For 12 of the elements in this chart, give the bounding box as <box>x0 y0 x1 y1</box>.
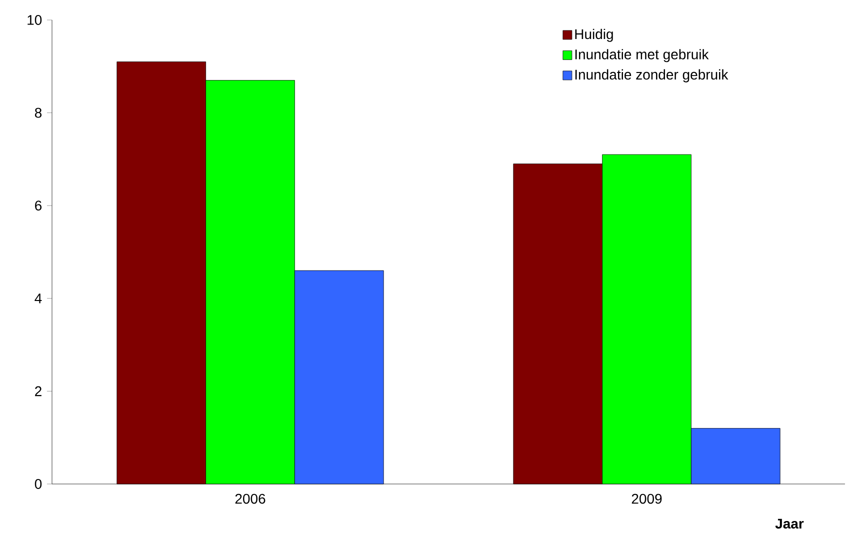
x-axis-title: Jaar <box>775 518 804 529</box>
legend-label: Inundatie met gebruik <box>575 49 709 62</box>
y-tick-label: 8 <box>34 108 42 118</box>
y-tick-label: 2 <box>35 386 42 396</box>
y-tick-label: 0 <box>34 479 42 489</box>
y-tick-label: 6 <box>35 200 42 211</box>
legend-label: Inundatie zonder gebruik <box>575 69 728 82</box>
y-tick-label: 10 <box>28 15 42 25</box>
x-tick-label: 2009 <box>632 494 662 504</box>
legend-label: Huidig <box>575 28 613 42</box>
x-tick-label: 2006 <box>235 494 266 504</box>
y-tick-label: 4 <box>34 294 42 304</box>
